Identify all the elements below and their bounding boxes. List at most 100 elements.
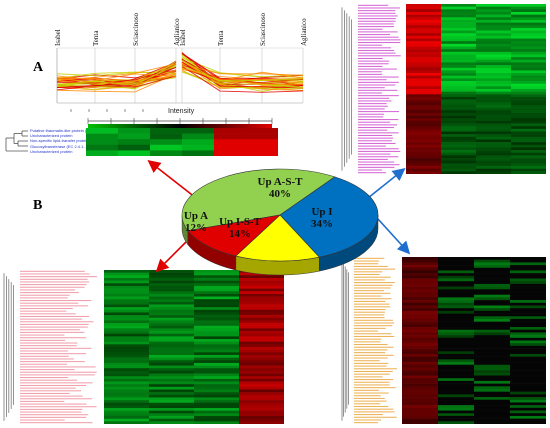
heatmap-cell [406, 102, 442, 106]
heatmap-cell [149, 386, 195, 390]
heatmap-cell [510, 340, 546, 344]
heatmap-cell [511, 147, 546, 151]
arrow-to-bottom-left [155, 237, 191, 273]
heatmap-cell [510, 367, 546, 371]
heatmap-cell [239, 354, 284, 358]
heatmap-cell [104, 384, 150, 388]
heatmap-cell [441, 73, 477, 77]
heatmap-cell [511, 104, 546, 108]
heatmap-cell [194, 344, 240, 348]
intensity-cell [214, 128, 247, 134]
heatmap-cell [104, 315, 150, 319]
heatmap-row-label [354, 395, 381, 397]
heatmap-cell [510, 402, 546, 406]
heatmap-cell [438, 367, 475, 371]
heatmap-cell [239, 291, 284, 295]
heatmap-cell [194, 410, 240, 414]
heatmap-cell [438, 289, 475, 293]
heatmap-cell [438, 402, 475, 406]
heatmap-cell [510, 308, 546, 312]
heatmap-cell [510, 351, 546, 355]
profile-x-label: Aglianico [300, 18, 308, 46]
heatmap-cell [406, 51, 442, 55]
heatmap-cell [510, 397, 546, 401]
heatmap-cell [149, 304, 195, 308]
heatmap-row-label [358, 60, 390, 62]
heatmap-cell [474, 337, 511, 341]
heatmap-cell [476, 19, 512, 23]
profile-lines-right [181, 52, 304, 93]
heatmap-row-label [354, 298, 392, 300]
heatmap-cell [194, 288, 240, 292]
intensity-cell [118, 144, 151, 151]
intensity-cell [214, 139, 247, 146]
heatmap-row-label [354, 311, 385, 313]
heatmap-cell [441, 139, 477, 143]
heatmap-cell [511, 166, 546, 169]
heatmap-cell [194, 392, 240, 396]
heatmap-cell [149, 309, 195, 313]
heatmap-cell [438, 345, 475, 349]
heatmap-cell [402, 367, 439, 371]
intensity-row-label: Uncharacterized protein [30, 133, 73, 139]
heatmap-row-label [20, 353, 87, 355]
heatmap-cell [476, 104, 512, 108]
intensity-cell [150, 144, 183, 151]
heatmap-cell [474, 415, 511, 419]
heatmap-row-label [20, 273, 90, 275]
heatmap-cell [406, 115, 442, 119]
heatmap-cell [406, 70, 442, 74]
intensity-row-label: Glucosyltransferase (EC 2.4.1...) [30, 143, 86, 149]
heatmap-cell [239, 331, 284, 335]
heatmap-cell [474, 259, 511, 263]
heatmap-cell [474, 297, 511, 301]
heatmap-cell [438, 286, 475, 290]
heatmap-cell [510, 302, 546, 306]
heatmap-cell [474, 294, 511, 298]
heatmap-cell [476, 163, 512, 167]
intensity-scale [87, 118, 273, 128]
pie-category-label: Up I [311, 206, 332, 218]
heatmap-cell [104, 291, 150, 295]
heatmap-cell [402, 327, 439, 331]
heatmap-cell [474, 421, 511, 424]
heatmap-row-label [20, 358, 74, 360]
heatmap-cell [194, 362, 240, 366]
heatmap-cell [194, 354, 240, 358]
heatmap-cell [511, 107, 546, 111]
heatmap-row-label [358, 161, 395, 163]
heatmap-cell [406, 171, 442, 174]
heatmap-row-label [20, 403, 87, 405]
heatmap-cell [510, 316, 546, 320]
heatmap-row-label [358, 142, 396, 144]
heatmap-cell [406, 110, 442, 114]
heatmap-cell [510, 294, 546, 298]
heatmap-cell [476, 150, 512, 154]
heatmap-cell [476, 115, 512, 119]
heatmap-row-label [354, 306, 391, 308]
heatmap-cell [104, 293, 150, 297]
heatmap-cell [474, 270, 511, 274]
heatmap-cell [438, 372, 475, 376]
heatmap-cell [194, 421, 240, 424]
heatmap-cell [149, 275, 195, 279]
heatmap-cell [239, 344, 284, 348]
heatmap-row-label [358, 10, 396, 12]
heatmap-cell [194, 349, 240, 353]
heatmap-cell [149, 280, 195, 284]
heatmap-top-right [341, 4, 546, 174]
heatmap-cell [510, 356, 546, 360]
heatmap-cell [406, 54, 442, 58]
heatmap-row-label [20, 406, 97, 408]
heatmap-cell [239, 370, 284, 374]
heatmap-cell [406, 134, 442, 138]
heatmap-cell [511, 160, 546, 164]
heatmap-cell [510, 353, 546, 357]
heatmap-cell [406, 81, 442, 84]
heatmap-row-label [358, 65, 383, 67]
heatmap-cell [441, 70, 477, 74]
heatmap-cell [441, 171, 477, 174]
heatmap-cell [476, 78, 512, 82]
heatmap-cell [406, 163, 442, 167]
intensity-row-label: Putative thaumatin-like protein (F... [30, 128, 86, 133]
